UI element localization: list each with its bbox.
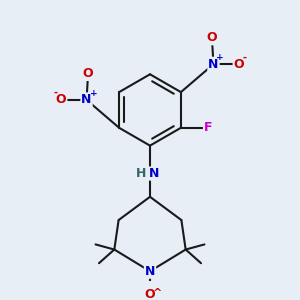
- Text: N: N: [148, 167, 159, 180]
- Text: N: N: [145, 265, 155, 278]
- Text: F: F: [204, 121, 212, 134]
- Text: +: +: [217, 53, 224, 62]
- Text: H: H: [136, 167, 146, 180]
- Text: O: O: [207, 31, 217, 44]
- Text: +: +: [89, 88, 97, 98]
- Text: ^: ^: [153, 288, 162, 298]
- Text: O: O: [56, 93, 66, 106]
- Text: -: -: [53, 88, 58, 98]
- Text: N: N: [81, 93, 92, 106]
- Text: O: O: [234, 58, 244, 71]
- Text: O: O: [145, 288, 155, 300]
- Text: O: O: [83, 67, 93, 80]
- Text: -: -: [242, 52, 247, 62]
- Text: N: N: [208, 58, 219, 71]
